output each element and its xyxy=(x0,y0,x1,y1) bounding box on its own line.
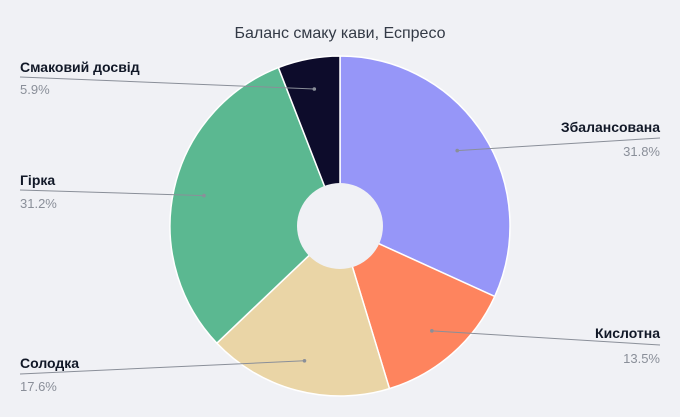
slice-label-percent: 5.9% xyxy=(20,82,50,97)
slice-label-percent: 31.8% xyxy=(623,144,660,159)
slice-label-percent: 13.5% xyxy=(623,351,660,366)
leader-dot xyxy=(455,148,460,153)
slice-label-name: Солодка xyxy=(20,355,79,371)
slice-label-name: Збалансована xyxy=(561,119,660,135)
donut-hole xyxy=(297,183,383,269)
leader-dot xyxy=(302,359,307,363)
leader-line xyxy=(19,76,315,90)
labels-group: Збалансована 31.8% Кислотна 13.5% Солодка 17.… xyxy=(19,59,661,394)
slice-label-name: Гірка xyxy=(20,172,55,188)
pie-slice xyxy=(277,55,341,227)
leader-line xyxy=(19,360,305,375)
leader-dot xyxy=(202,193,206,198)
pie-slice xyxy=(339,55,511,298)
leader-line xyxy=(19,189,204,197)
leader-line xyxy=(457,137,661,152)
leader-dot xyxy=(430,329,434,333)
slice-label-name: Кислотна xyxy=(595,325,660,341)
pie-slice xyxy=(169,66,341,345)
slice-label-percent: 31.2% xyxy=(20,196,57,211)
pie-slice xyxy=(338,224,496,390)
leader-line xyxy=(431,330,661,346)
leader-dot xyxy=(312,87,317,91)
chart-title: Баланс смаку кави, Еспресо xyxy=(234,25,445,42)
slice-label-percent: 17.6% xyxy=(20,379,57,394)
slice-label-name: Смаковий досвід xyxy=(20,59,140,75)
